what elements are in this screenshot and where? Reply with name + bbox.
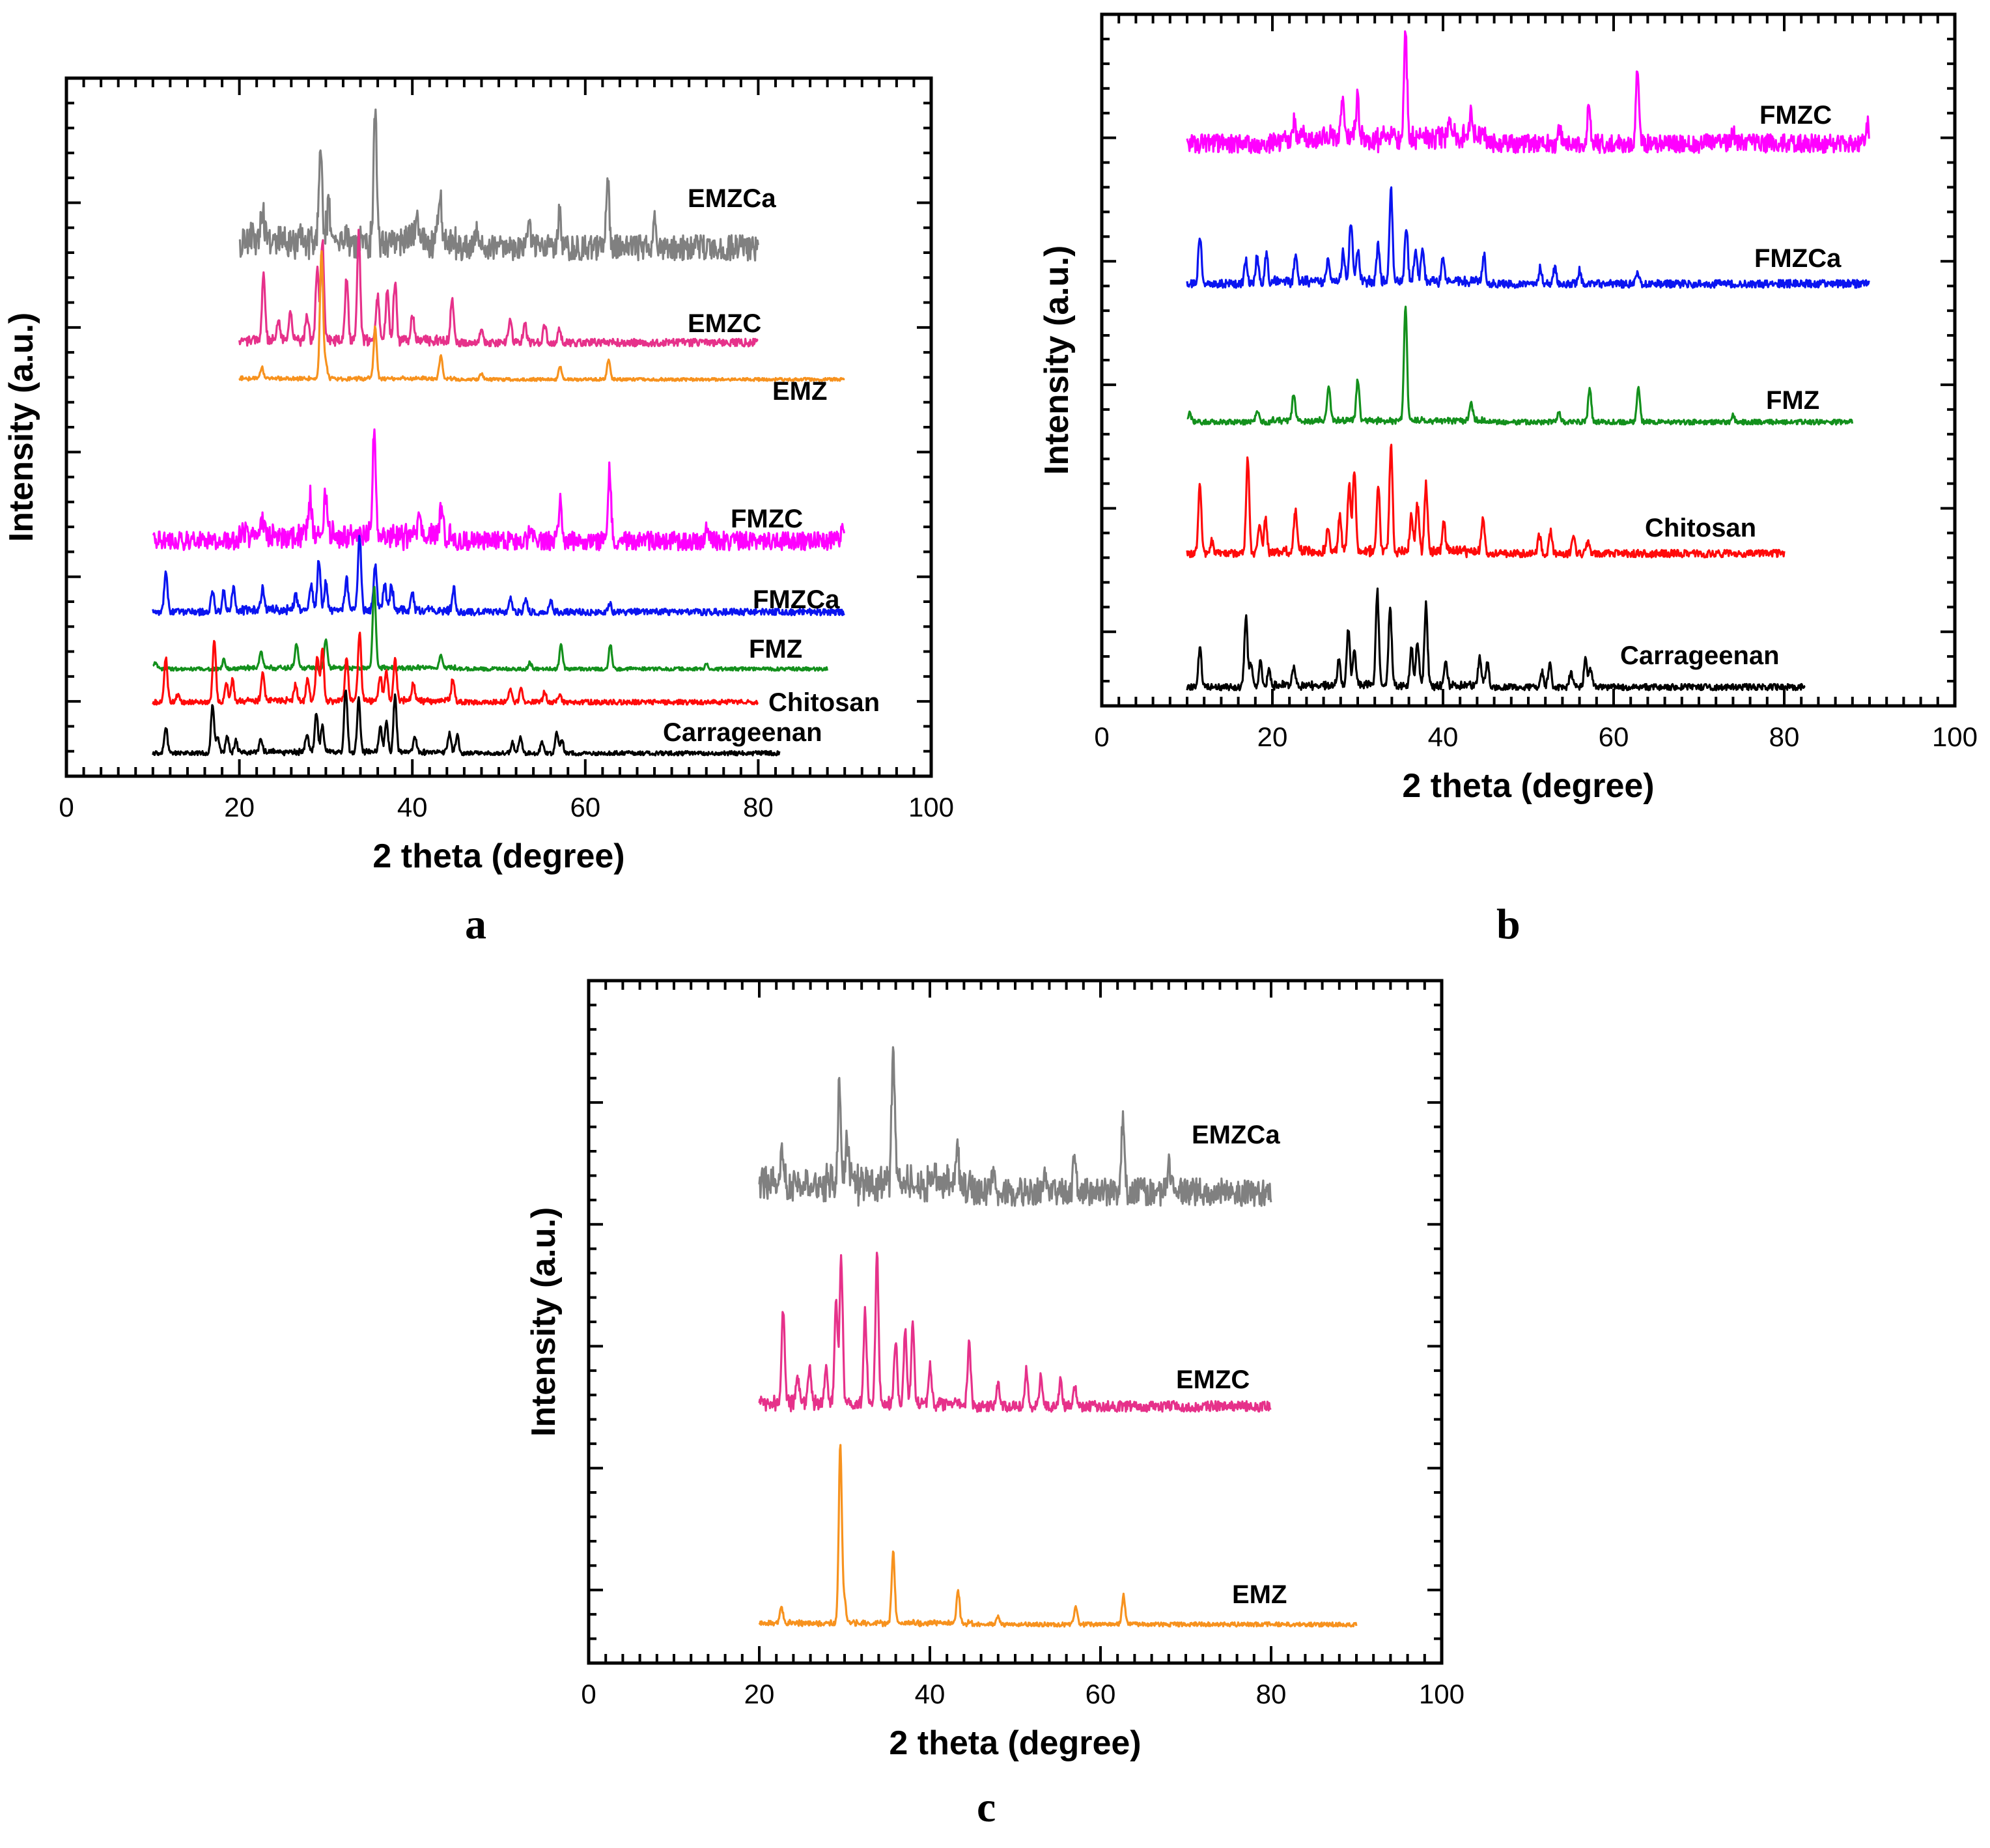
series-chitosan-trace [152,631,759,706]
series-emzca-label: EMZCa [1192,1121,1280,1149]
series-emzca-trace [238,108,759,262]
x-tick-label: 40 [915,1679,946,1709]
y-axis-label: Intensity (a.u.) [1038,245,1076,475]
y-axis-label: Intensity (a.u.) [525,1207,563,1436]
x-tick-label: 80 [743,792,774,822]
x-tick-label: 0 [59,792,74,822]
series-fmzca-trace [152,535,845,617]
series-fmzc-label: FMZC [731,505,803,533]
series-emzc-label: EMZC [1176,1365,1250,1394]
series-emzc-label: EMZC [688,309,761,338]
series-emzca-trace [758,1046,1272,1207]
x-tick-label: 100 [1932,721,1978,752]
panel-b-chart: 0 20 40 60 80 100 2 theta (degree) Intensity (a… [1038,12,1978,805]
series-fmzc-trace [152,428,845,552]
x-tick-label: 100 [908,792,954,822]
panel-c-chart: 0 20 40 60 80 100 2 theta (degree) Intensity (a… [525,979,1464,1762]
x-tick-label: 40 [397,792,428,822]
series-fmzc-trace [1186,30,1870,154]
series-fmz-trace [1186,305,1854,426]
series-emz-trace [238,250,845,382]
panel-a-chart: 0 20 40 60 80 100 2 theta (degree) Intensity (a… [3,76,954,875]
y-axis-label: Intensity (a.u.) [3,313,40,542]
series-carrageenan-trace [152,689,781,757]
series-emzc-trace [238,229,759,348]
x-tick-label: 100 [1419,1679,1464,1709]
series-fmzc-label: FMZC [1759,101,1832,130]
series-chitosan-trace [1186,443,1786,559]
series-emz-label: EMZ [1232,1580,1287,1609]
series-chitosan-label: Chitosan [1645,514,1756,542]
x-axis-label: 2 theta (degree) [889,1724,1141,1762]
x-tick-label: 60 [570,792,600,822]
x-tick-label: 0 [581,1679,596,1709]
series-carrageenan-label: Carrageenan [663,718,822,747]
series-fmzca-label: FMZCa [1754,244,1842,273]
panel-label-b: b [1496,901,1521,948]
series-fmzca-label: FMZCa [753,585,840,614]
x-axis-label: 2 theta (degree) [1402,767,1654,805]
x-tick-label: 0 [1094,721,1109,752]
panel-label-c: c [977,1784,996,1831]
series-fmz-trace [152,585,828,672]
series-carrageenan-label: Carrageenan [1620,641,1780,670]
x-tick-label: 40 [1428,721,1459,752]
series-emz-label: EMZ [772,377,827,406]
x-tick-label: 20 [224,792,255,822]
x-tick-label: 60 [1599,721,1629,752]
series-chitosan-label: Chitosan [768,688,880,717]
plot-frame [587,979,1444,1665]
x-tick-label: 60 [1086,1679,1116,1709]
x-axis-label: 2 theta (degree) [372,837,624,875]
series-emz-trace [758,1444,1358,1628]
x-tick-label: 20 [744,1679,775,1709]
series-carrageenan-trace [1186,587,1806,692]
series-fmz-label: FMZ [1766,386,1819,415]
plot-frame [64,76,933,778]
x-tick-label: 80 [1769,721,1800,752]
x-tick-label: 80 [1256,1679,1287,1709]
panel-label-a: a [465,901,486,948]
series-emzca-label: EMZCa [688,184,776,213]
x-tick-label: 20 [1257,721,1288,752]
series-fmz-label: FMZ [749,635,802,664]
series-fmzca-trace [1186,186,1870,289]
series-emzc-trace [758,1252,1272,1413]
